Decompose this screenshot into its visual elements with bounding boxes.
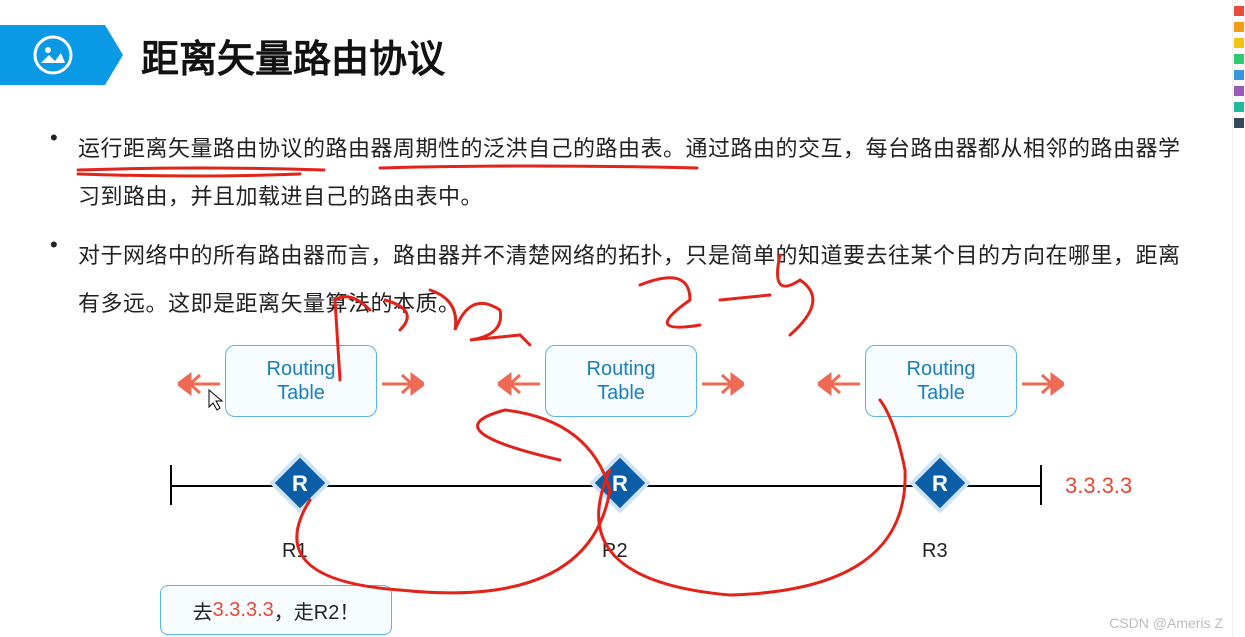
color-swatch[interactable] [1234, 70, 1244, 80]
bullet-1: • 运行距离矢量路由协议的路由器周期性的泛洪自己的路由表。通过路由的交互，每台路… [50, 125, 1190, 221]
router-r1: R [270, 453, 330, 513]
rt-label-2: Table [907, 381, 976, 405]
router-label: R1 [282, 540, 308, 563]
rt-label-2: Table [587, 381, 656, 405]
rt-label-1: Routing [587, 357, 656, 381]
image-icon [31, 33, 75, 77]
callout-ip: 3.3.3.3 [213, 599, 274, 622]
router-label: R2 [602, 540, 628, 563]
rt-label-2: Table [267, 381, 336, 405]
bullet-marker: • [50, 125, 58, 151]
color-swatch[interactable] [1234, 6, 1244, 16]
svg-text:R: R [612, 471, 628, 496]
cursor-icon [208, 389, 226, 411]
slide-badge [0, 25, 105, 85]
flood-arrow-left-icon [498, 371, 540, 397]
flood-arrow-right-icon [382, 371, 424, 397]
router-label: R3 [922, 540, 948, 563]
badge-chevron [105, 25, 123, 85]
page-title: 距离矢量路由协议 [141, 28, 445, 83]
color-swatch[interactable] [1234, 118, 1244, 128]
network-address: 3.3.3.3 [1065, 473, 1132, 499]
svg-text:R: R [932, 471, 948, 496]
header: 距离矢量路由协议 [0, 25, 445, 85]
bullet-text: 运行距离矢量路由协议的路由器周期性的泛洪自己的路由表。通过路由的交互，每台路由器… [78, 125, 1190, 221]
tool-sidebar[interactable] [1232, 0, 1245, 637]
link-end-right [1040, 465, 1042, 505]
flood-arrow-right-icon [702, 371, 744, 397]
bullet-marker: • [50, 232, 58, 258]
rt-label-1: Routing [267, 357, 336, 381]
link-end-left [170, 465, 172, 505]
router-r2: R [590, 453, 650, 513]
color-swatch[interactable] [1234, 102, 1244, 112]
bullet-text: 对于网络中的所有路由器而言，路由器并不清楚网络的拓扑，只是简单的知道要去往某个目… [78, 232, 1190, 328]
callout-suffix: ，走R2！ [274, 596, 360, 625]
routing-table-box-r3: Routing Table [865, 345, 1017, 417]
bullet-2: • 对于网络中的所有路由器而言，路由器并不清楚网络的拓扑，只是简单的知道要去往某… [50, 232, 1190, 328]
color-swatch[interactable] [1234, 86, 1244, 96]
rt-label-1: Routing [907, 357, 976, 381]
watermark: CSDN @Ameris Z [1109, 615, 1223, 631]
color-swatch[interactable] [1234, 38, 1244, 48]
network-diagram: Routing Table R R1 Routing Table R R2 Ro… [170, 345, 1080, 605]
svg-text:R: R [292, 471, 308, 496]
routing-table-box-r1: Routing Table [225, 345, 377, 417]
routing-table-box-r2: Routing Table [545, 345, 697, 417]
flood-arrow-right-icon [1022, 371, 1064, 397]
color-swatch[interactable] [1234, 54, 1244, 64]
route-callout: 去 3.3.3.3 ，走R2！ [160, 585, 392, 635]
callout-prefix: 去 [193, 596, 213, 625]
flood-arrow-left-icon [818, 371, 860, 397]
router-r3: R [910, 453, 970, 513]
color-swatch[interactable] [1234, 22, 1244, 32]
